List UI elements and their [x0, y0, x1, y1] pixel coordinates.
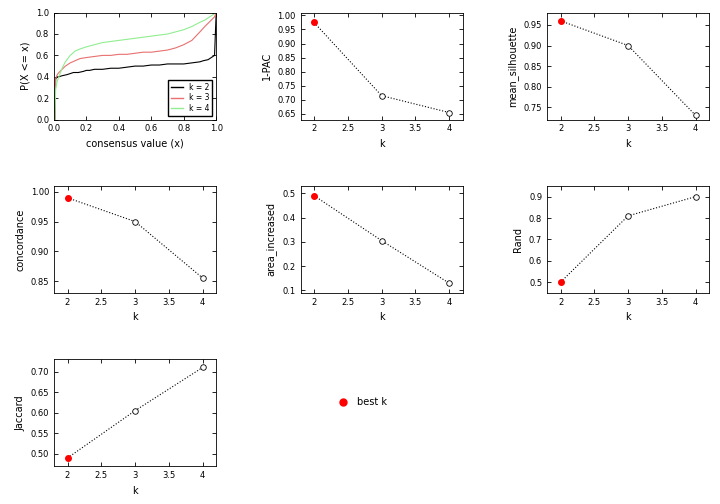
X-axis label: k: k [625, 312, 631, 322]
Y-axis label: Rand: Rand [513, 227, 523, 252]
Y-axis label: P(X <= x): P(X <= x) [20, 42, 30, 90]
X-axis label: k: k [132, 486, 138, 495]
Y-axis label: concordance: concordance [15, 208, 25, 271]
Legend: k = 2, k = 3, k = 4: k = 2, k = 3, k = 4 [168, 80, 212, 116]
Legend: best k: best k [330, 393, 391, 411]
Y-axis label: 1-PAC: 1-PAC [261, 52, 271, 80]
Y-axis label: area_increased: area_increased [266, 203, 277, 276]
X-axis label: k: k [379, 312, 384, 322]
Y-axis label: Jaccard: Jaccard [15, 395, 25, 430]
X-axis label: consensus value (x): consensus value (x) [86, 139, 184, 149]
X-axis label: k: k [132, 312, 138, 322]
X-axis label: k: k [379, 139, 384, 149]
X-axis label: k: k [625, 139, 631, 149]
Y-axis label: mean_silhouette: mean_silhouette [507, 25, 518, 107]
